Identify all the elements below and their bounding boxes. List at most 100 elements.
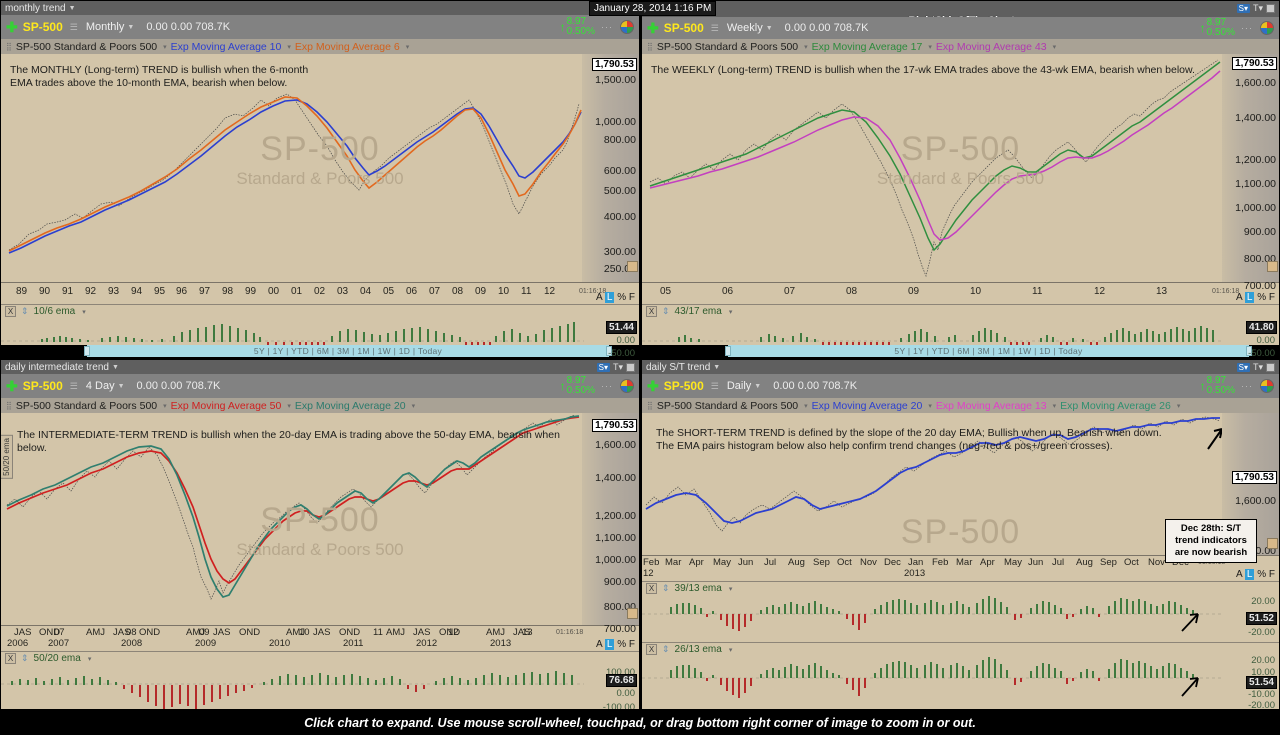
s-badge-icon[interactable]: S▾ xyxy=(596,362,610,372)
indicator-name[interactable]: 50/20 ema xyxy=(33,653,81,664)
indicator-name[interactable]: 43/17 ema xyxy=(674,306,722,317)
axis-scale-toggles[interactable]: A L % F xyxy=(595,639,635,650)
chevron-down-icon[interactable]: ▾ xyxy=(82,308,86,316)
chevron-down-icon[interactable]: ▼ xyxy=(765,24,773,32)
resize-corner-handle[interactable] xyxy=(627,608,638,619)
symbol-label[interactable]: SP-500 xyxy=(663,379,704,393)
save-icon[interactable] xyxy=(1266,362,1275,372)
save-icon[interactable] xyxy=(626,362,635,372)
close-indicator-icon[interactable]: X xyxy=(646,644,657,655)
shortterm-indicator-a-pane[interactable]: X ⇕ 39/13 ema ▾ xyxy=(642,581,1279,642)
intermediate-y-axis[interactable]: 1,790.53 1,600.00 1,400.00 1,200.00 1,10… xyxy=(582,413,639,635)
shortterm-plot[interactable]: The SHORT-TERM TREND is defined by the s… xyxy=(642,413,1279,563)
more-options-icon[interactable]: ··· xyxy=(601,22,613,32)
resize-indicator-icon[interactable]: ⇕ xyxy=(21,306,29,316)
list-icon[interactable]: ☰ xyxy=(710,22,719,33)
range-handle-right[interactable] xyxy=(606,346,612,356)
range-options[interactable]: 5Y | 1Y | YTD | 6M | 3M | 1M | 1W | 1D |… xyxy=(894,346,1083,356)
intermediate-window-bar[interactable]: daily intermediate trend ▼ S▾ T▾ xyxy=(1,360,639,374)
legend-ema-fast[interactable]: Exp Moving Average 20 xyxy=(294,399,406,412)
chevron-down-icon[interactable]: ▼ xyxy=(111,363,119,371)
weekly-x-axis[interactable]: 05 06 07 08 09 10 11 12 13 01:16:18 A L … xyxy=(642,261,1279,304)
chevron-down-icon[interactable]: ▾ xyxy=(728,308,733,316)
legend-ema-26[interactable]: Exp Moving Average 26 xyxy=(1060,399,1171,412)
add-symbol-icon[interactable]: ✚ xyxy=(647,378,659,394)
axis-scale-toggles[interactable]: A L % F xyxy=(1235,569,1275,580)
panel-intermediate-trend[interactable]: daily intermediate trend ▼ S▾ T▾ ✚ SP-50… xyxy=(0,359,640,710)
monthly-range-bar[interactable]: 5Y | 1Y | YTD | 6M | 3M | 1M | 1W | 1D |… xyxy=(1,345,639,357)
range-track[interactable]: 5Y | 1Y | YTD | 6M | 3M | 1M | 1W | 1D |… xyxy=(725,345,1252,357)
range-track[interactable]: 5Y | 1Y | YTD | 6M | 3M | 1M | 1W | 1D |… xyxy=(84,345,612,357)
range-handle-left[interactable] xyxy=(84,346,90,356)
drag-handle-icon[interactable]: ⣿ xyxy=(647,42,653,51)
list-icon[interactable]: ☰ xyxy=(69,21,78,32)
weekly-window-bar[interactable]: weekly trend ▼ S▾ T▾ xyxy=(642,1,1279,15)
close-indicator-icon[interactable]: X xyxy=(646,583,657,594)
chevron-down-icon[interactable]: ▼ xyxy=(127,23,135,31)
range-handle-left[interactable] xyxy=(725,346,731,356)
chevron-down-icon[interactable]: ▼ xyxy=(117,382,125,390)
intermediate-side-label[interactable]: 50/20 ema xyxy=(1,435,13,479)
panel-weekly-trend[interactable]: weekly trend ▼ S▾ T▾ www.RightSideOfTheC… xyxy=(641,0,1280,358)
add-symbol-icon[interactable]: ✚ xyxy=(6,19,18,35)
t-badge-icon[interactable]: T▾ xyxy=(1252,2,1263,13)
timeframe-label[interactable]: Weekly xyxy=(726,22,763,34)
drag-handle-icon[interactable]: ⣿ xyxy=(6,42,12,51)
legend-series[interactable]: SP-500 Standard & Poors 500 xyxy=(656,399,799,412)
shortterm-indicator-b-pane[interactable]: X ⇕ 26/13 ema ▾ xyxy=(642,642,1279,709)
legend-ema-fast[interactable]: Exp Moving Average 17 xyxy=(811,40,923,53)
chevron-down-icon[interactable]: ▼ xyxy=(754,382,762,390)
legend-ema-13[interactable]: Exp Moving Average 13 xyxy=(935,399,1047,412)
resize-indicator-icon[interactable]: ⇕ xyxy=(662,644,670,654)
indicator-name[interactable]: 26/13 ema xyxy=(674,644,722,655)
legend-ema-slow[interactable]: Exp Moving Average 43 xyxy=(935,40,1047,53)
close-indicator-icon[interactable]: X xyxy=(5,653,16,664)
t-badge-icon[interactable]: T▾ xyxy=(612,361,623,372)
timeframe-label[interactable]: Monthly xyxy=(85,21,125,33)
intermediate-plot[interactable]: 50/20 ema The INTERMEDIATE-TERM TREND is… xyxy=(1,413,639,635)
shortterm-window-bar[interactable]: daily S/T trend ▼ S▾ T▾ xyxy=(642,360,1279,374)
symbol-label[interactable]: SP-500 xyxy=(22,20,63,34)
indicator-name[interactable]: 10/6 ema xyxy=(33,306,76,317)
monthly-x-axis[interactable]: 89 90 91 92 93 94 95 96 97 98 99 00 01 0… xyxy=(1,261,639,304)
legend-series[interactable]: SP-500 Standard & Poors 500 xyxy=(656,40,799,53)
resize-corner-handle[interactable] xyxy=(1267,261,1278,272)
range-handle-right[interactable] xyxy=(1246,346,1252,356)
t-badge-icon[interactable]: T▾ xyxy=(1252,361,1263,372)
save-icon[interactable] xyxy=(1266,3,1275,13)
timeframe-label[interactable]: 4 Day xyxy=(85,380,115,392)
chevron-down-icon[interactable]: ▾ xyxy=(87,655,92,663)
resize-corner-handle[interactable] xyxy=(627,261,638,272)
legend-series[interactable]: SP-500 Standard & Poors 500 xyxy=(15,40,158,53)
list-icon[interactable]: ☰ xyxy=(69,380,78,391)
s-badge-icon[interactable]: S▾ xyxy=(1236,3,1250,13)
more-options-icon[interactable]: ··· xyxy=(1241,381,1253,391)
s-badge-icon[interactable]: S▾ xyxy=(1236,362,1250,372)
close-indicator-icon[interactable]: X xyxy=(5,306,16,317)
color-wheel-icon[interactable] xyxy=(1260,379,1274,393)
symbol-label[interactable]: SP-500 xyxy=(663,21,704,35)
intermediate-x-axis[interactable]: JAS OND AMJ JAS OND AMJ JAS OND AMJ JAS … xyxy=(1,608,639,651)
indicator-name[interactable]: 39/13 ema xyxy=(674,583,722,594)
weekly-y-axis[interactable]: 1,790.53 1,600.00 1,400.00 1,200.00 1,10… xyxy=(1222,54,1279,292)
intermediate-indicator-pane[interactable]: X ⇕ 50/20 ema ▾ xyxy=(1,651,639,709)
weekly-range-bar[interactable]: 5Y | 1Y | YTD | 6M | 3M | 1M | 1W | 1D |… xyxy=(642,345,1279,357)
more-options-icon[interactable]: ··· xyxy=(1241,23,1253,33)
chevron-down-icon[interactable]: ▾ xyxy=(728,646,733,654)
color-wheel-icon[interactable] xyxy=(620,20,634,34)
monthly-plot[interactable]: The MONTHLY (Long-term) TREND is bullish… xyxy=(1,54,639,282)
list-icon[interactable]: ☰ xyxy=(710,380,719,391)
drag-handle-icon[interactable]: ⣿ xyxy=(647,401,653,410)
axis-scale-toggles[interactable]: A L % F xyxy=(595,292,635,303)
resize-indicator-icon[interactable]: ⇕ xyxy=(662,306,670,316)
legend-ema-20[interactable]: Exp Moving Average 20 xyxy=(811,399,923,412)
drag-handle-icon[interactable]: ⣿ xyxy=(6,401,12,410)
resize-indicator-icon[interactable]: ⇕ xyxy=(21,653,29,663)
weekly-plot[interactable]: The WEEKLY (Long-term) TREND is bullish … xyxy=(642,54,1279,292)
close-indicator-icon[interactable]: X xyxy=(646,306,657,317)
monthly-window-bar[interactable]: monthly trend ▼ S▾ T▾ xyxy=(1,1,639,15)
resize-corner-handle[interactable] xyxy=(1267,538,1278,549)
legend-ema-slow[interactable]: Exp Moving Average 50 xyxy=(170,399,282,412)
add-symbol-icon[interactable]: ✚ xyxy=(6,378,18,394)
panel-shortterm-trend[interactable]: daily S/T trend ▼ S▾ T▾ ✚ SP-500 ☰ Daily… xyxy=(641,359,1280,710)
